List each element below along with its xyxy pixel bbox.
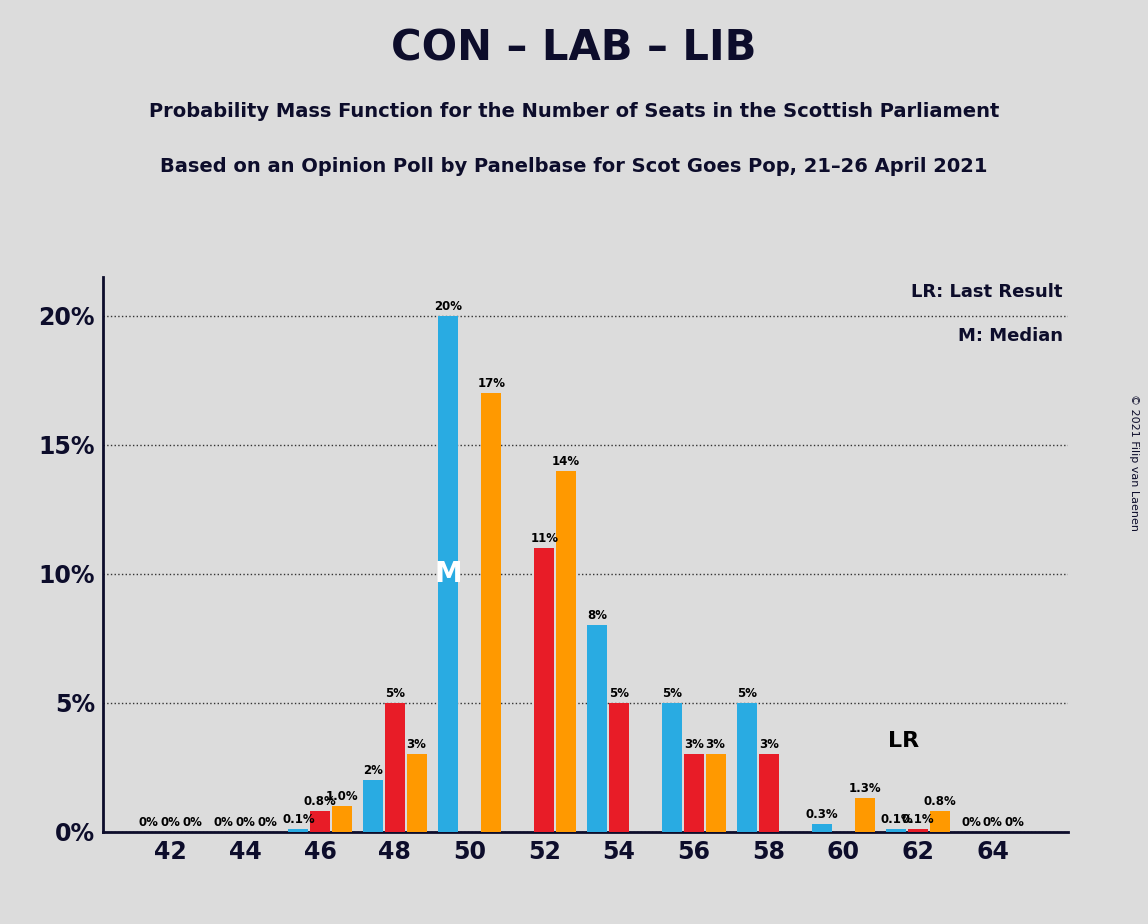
Text: 8%: 8% [588, 609, 607, 622]
Text: 5%: 5% [662, 687, 682, 699]
Text: 0%: 0% [183, 816, 202, 829]
Bar [310, 811, 331, 832]
Text: 0%: 0% [139, 816, 158, 829]
Bar [886, 829, 907, 832]
Text: 0%: 0% [1004, 816, 1024, 829]
Text: 0.3%: 0.3% [806, 808, 838, 821]
Text: Based on an Opinion Poll by Panelbase for Scot Goes Pop, 21–26 April 2021: Based on an Opinion Poll by Panelbase fo… [161, 157, 987, 176]
Bar [908, 829, 928, 832]
Text: LR: LR [889, 732, 920, 751]
Bar [437, 316, 458, 832]
Text: M: M [434, 560, 461, 588]
Text: LR: Last Result: LR: Last Result [912, 283, 1063, 300]
Text: 0%: 0% [214, 816, 233, 829]
Bar [588, 626, 607, 832]
Text: 2%: 2% [363, 764, 383, 777]
Text: 20%: 20% [434, 299, 461, 313]
Bar [556, 470, 576, 832]
Bar [385, 702, 405, 832]
Text: 3%: 3% [706, 738, 726, 751]
Bar [363, 780, 383, 832]
Bar [855, 798, 875, 832]
Text: 3%: 3% [759, 738, 778, 751]
Text: 0.1%: 0.1% [282, 813, 315, 826]
Bar [481, 394, 502, 832]
Bar [610, 702, 629, 832]
Text: 1.3%: 1.3% [848, 782, 882, 795]
Bar [930, 811, 949, 832]
Text: 1.0%: 1.0% [326, 790, 358, 803]
Text: 0.1%: 0.1% [881, 813, 913, 826]
Text: 0%: 0% [961, 816, 982, 829]
Text: 0.1%: 0.1% [902, 813, 934, 826]
Text: 0%: 0% [983, 816, 1003, 829]
Bar [662, 702, 682, 832]
Bar [288, 829, 309, 832]
Text: 5%: 5% [610, 687, 629, 699]
Text: 5%: 5% [385, 687, 405, 699]
Text: 3%: 3% [406, 738, 426, 751]
Bar [332, 806, 351, 832]
Text: CON – LAB – LIB: CON – LAB – LIB [391, 28, 757, 69]
Bar [706, 754, 726, 832]
Text: 0.8%: 0.8% [304, 795, 336, 808]
Bar [759, 754, 778, 832]
Text: 14%: 14% [552, 455, 580, 468]
Bar [812, 824, 831, 832]
Text: M: Median: M: Median [957, 327, 1063, 345]
Text: 0%: 0% [257, 816, 277, 829]
Text: 0.8%: 0.8% [923, 795, 956, 808]
Bar [534, 548, 554, 832]
Text: © 2021 Filip van Laenen: © 2021 Filip van Laenen [1130, 394, 1139, 530]
Bar [406, 754, 427, 832]
Text: 0%: 0% [235, 816, 255, 829]
Text: 17%: 17% [478, 377, 505, 390]
Text: 3%: 3% [684, 738, 704, 751]
Text: 5%: 5% [737, 687, 757, 699]
Text: 0%: 0% [161, 816, 180, 829]
Text: 11%: 11% [530, 532, 558, 545]
Text: Probability Mass Function for the Number of Seats in the Scottish Parliament: Probability Mass Function for the Number… [149, 102, 999, 121]
Bar [737, 702, 757, 832]
Bar [684, 754, 704, 832]
